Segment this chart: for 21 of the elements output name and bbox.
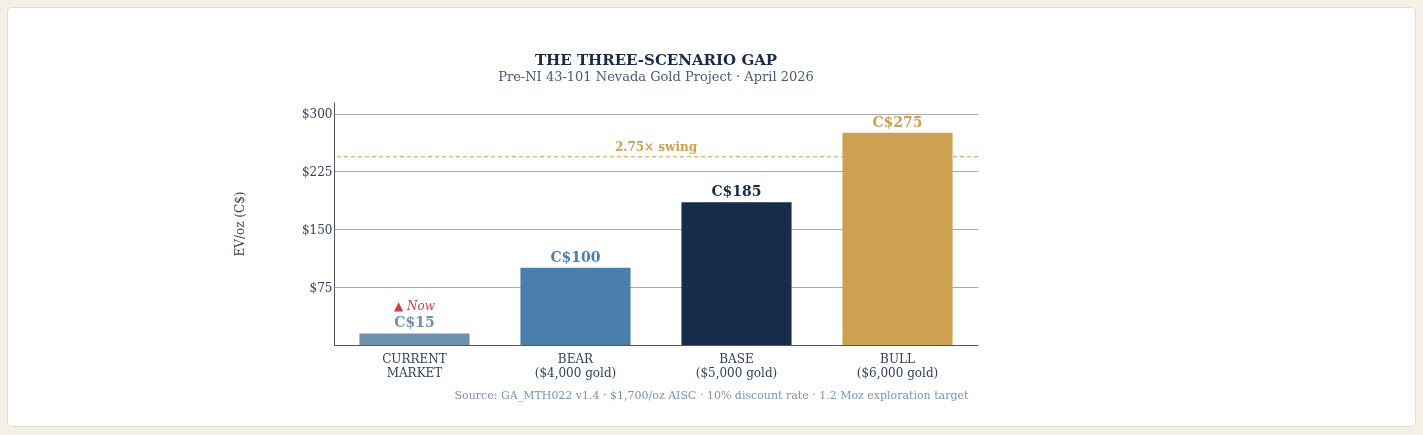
y-axis-title: EV/oz (C$): [232, 191, 247, 257]
x-tick-label: BULL ($6,000 gold): [856, 351, 939, 380]
annotation: ▲ Now: [393, 299, 436, 314]
x-tick-label: BEAR ($4,000 gold): [534, 351, 617, 380]
source-note: Source: GA_MTH022 v1.4 · $1,700/oz AISC · 10% discount rate · 1.2 Moz exploration target: [453, 389, 970, 402]
data-label: C$15: [394, 314, 435, 331]
bar: [681, 202, 792, 345]
chart-subtitle: Pre-NI 43-101 Nevada Gold Project · April 2026: [498, 69, 814, 84]
chart-title: THE THREE-SCENARIO GAP: [534, 51, 778, 69]
data-label: C$275: [872, 113, 923, 130]
y-tick-label: $300: [301, 107, 333, 122]
bar: [520, 267, 631, 345]
x-tick-label: BASE ($5,000 gold): [695, 351, 778, 380]
y-tick-label: $75: [309, 280, 333, 295]
y-tick-label: $150: [301, 222, 333, 237]
bar: [359, 333, 470, 345]
x-tick-label: CURRENT MARKET: [382, 351, 447, 380]
data-label: C$185: [711, 183, 762, 200]
y-tick-label: $225: [301, 164, 333, 179]
data-label: C$100: [550, 248, 601, 265]
ref-line-label: 2.75× swing: [614, 139, 698, 154]
